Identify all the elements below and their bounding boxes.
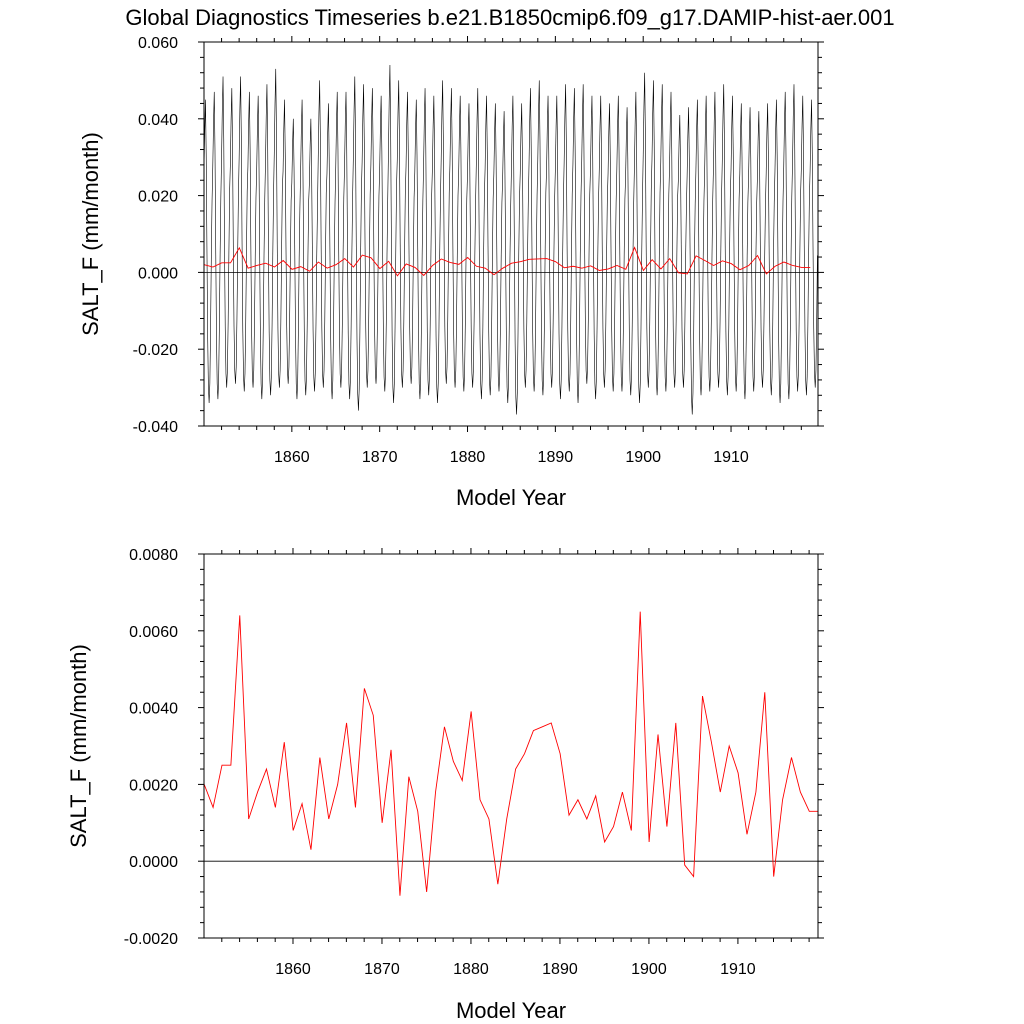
- y-tick-label: 0.0000: [129, 854, 178, 871]
- chart-title: Global Diagnostics Timeseries b.e21.B185…: [125, 5, 894, 30]
- x-tick-label: 1880: [453, 961, 489, 978]
- y-tick-label: 0.040: [138, 112, 178, 129]
- y-tick-label: 0.0060: [129, 624, 178, 641]
- y-tick-label: 0.0080: [129, 547, 178, 564]
- bottom-plot-area: [203, 611, 819, 896]
- top-axis-ticks: -0.040 -0.020 0.000 0.020 0.040 0.060 1860 1870…: [133, 35, 824, 466]
- x-tick-label: 1900: [625, 449, 661, 466]
- annual-mean-line: [203, 611, 819, 896]
- x-tick-label: 1890: [538, 449, 574, 466]
- top-panel: -0.040 -0.020 0.000 0.020 0.040 0.060 1860 1870…: [78, 35, 824, 510]
- top-y-axis-title: SALT_F (mm/month): [78, 132, 103, 336]
- y-tick-label: 0.0020: [129, 777, 178, 794]
- x-tick-label: 1910: [720, 961, 756, 978]
- x-tick-label: 1910: [713, 449, 749, 466]
- annual-mean-line: [204, 246, 811, 277]
- y-tick-label: 0.060: [138, 35, 178, 52]
- top-x-axis-title: Model Year: [456, 485, 566, 510]
- y-tick-label: -0.020: [133, 342, 178, 359]
- bottom-y-axis-title: SALT_F (mm/month): [66, 644, 91, 848]
- y-tick-label: 0.0040: [129, 701, 178, 718]
- x-tick-label: 1880: [450, 449, 486, 466]
- y-tick-label: 0.020: [138, 189, 178, 206]
- bottom-panel: -0.0020 0.0000 0.0020 0.0040 0.0060 0.0080 186…: [66, 547, 824, 1023]
- bottom-x-axis-title: Model Year: [456, 998, 566, 1023]
- x-tick-label: 1900: [631, 961, 667, 978]
- x-tick-label: 1890: [542, 961, 578, 978]
- bottom-plot-frame: [203, 553, 819, 939]
- y-tick-label: -0.040: [133, 419, 178, 436]
- x-tick-label: 1860: [274, 449, 310, 466]
- monthly-series-line: [203, 65, 818, 415]
- x-tick-label: 1870: [364, 961, 400, 978]
- top-plot-area: [203, 65, 818, 415]
- y-tick-label: 0.000: [138, 265, 178, 282]
- y-tick-label: -0.0020: [124, 931, 178, 948]
- x-tick-label: 1860: [275, 961, 311, 978]
- bottom-axis-ticks: -0.0020 0.0000 0.0020 0.0040 0.0060 0.0080 186…: [124, 547, 824, 978]
- x-tick-label: 1870: [362, 449, 398, 466]
- top-plot-frame: [203, 41, 819, 427]
